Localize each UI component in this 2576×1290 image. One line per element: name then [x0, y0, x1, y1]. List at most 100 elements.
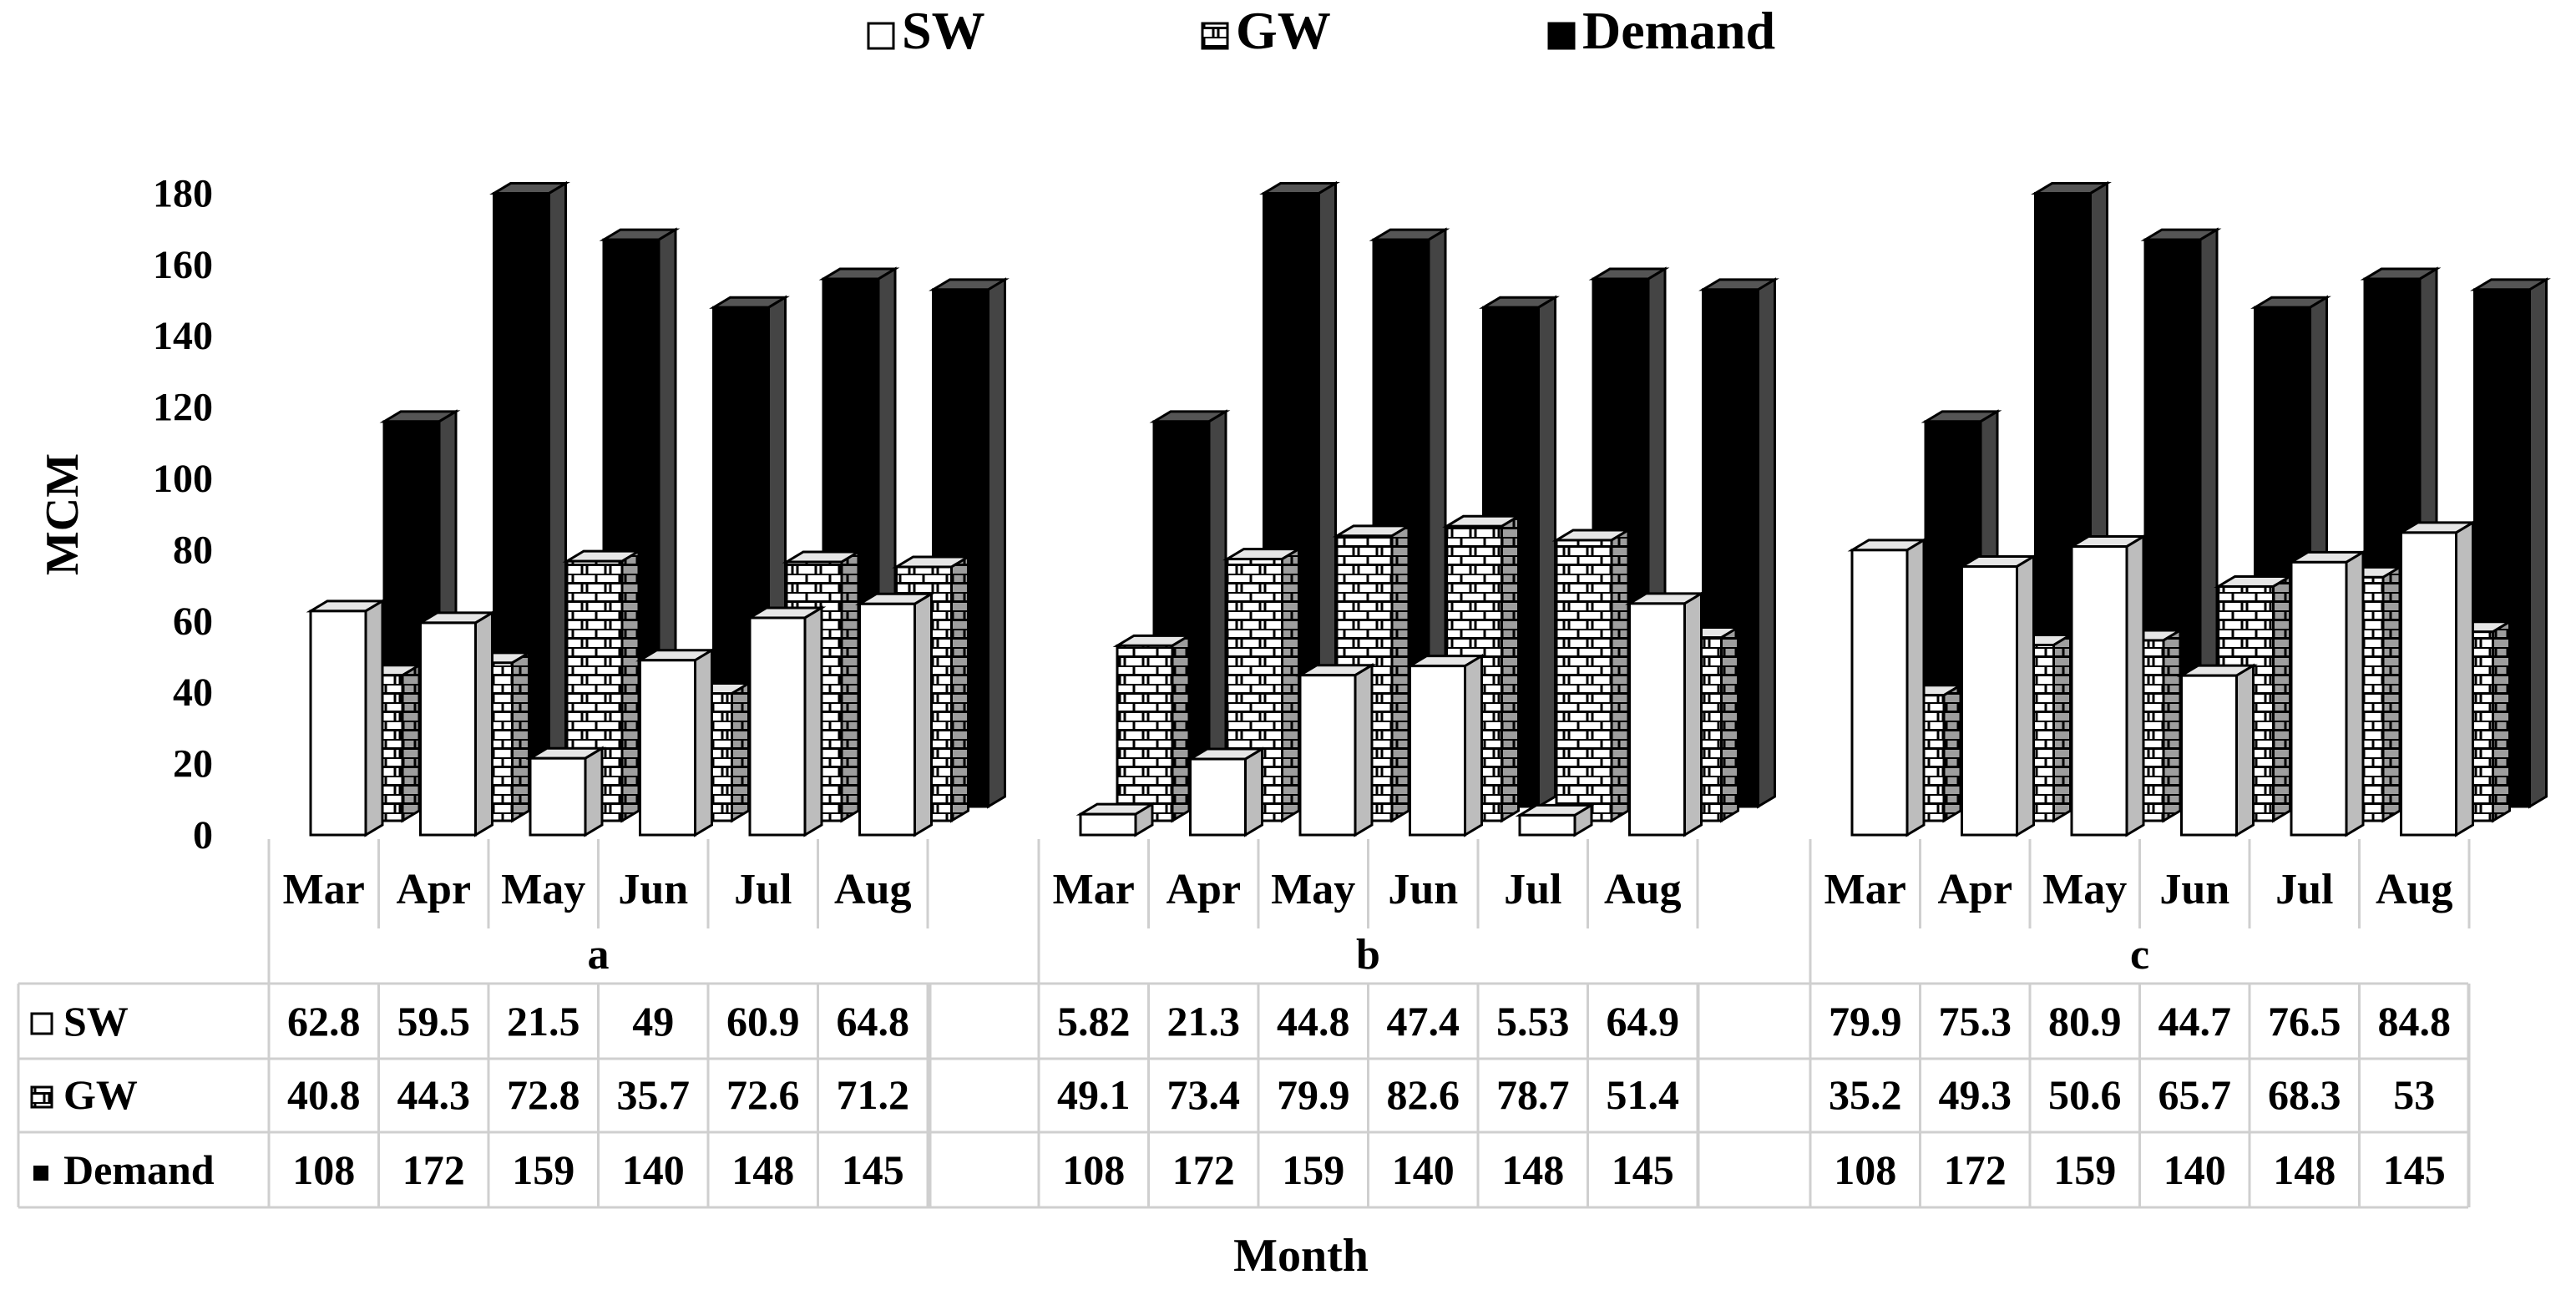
- table-cell-demand: 172: [1172, 1146, 1235, 1193]
- bar-sw-a-may: [525, 746, 607, 837]
- x-tick-label: Mar: [283, 866, 365, 913]
- bar-shape: [745, 605, 827, 837]
- x-tick-label: Jul: [1504, 866, 1561, 913]
- row-header-label: GW: [63, 1071, 138, 1118]
- table-cell-sw: 64.9: [1607, 998, 1680, 1045]
- bar-shape: [1186, 746, 1267, 837]
- table-cell-demand: 140: [1392, 1146, 1455, 1193]
- bar-shape: [1295, 663, 1377, 837]
- bar-shape: [1551, 528, 1633, 823]
- bar-demand-a-apr: [489, 180, 570, 809]
- table-cell-gw: 82.6: [1387, 1071, 1460, 1118]
- legend-gw-icon: [1201, 22, 1229, 50]
- bar-shape: [1075, 802, 1157, 837]
- x-tick-label: Mar: [1053, 866, 1135, 913]
- bar-sw-a-jun: [635, 648, 716, 837]
- bar-shape: [855, 591, 936, 837]
- table-cell-demand: 108: [1062, 1146, 1125, 1193]
- table-cell-demand: 159: [512, 1146, 574, 1193]
- legend-demand-icon: [1547, 22, 1576, 50]
- bar-shape: [2177, 663, 2258, 837]
- bar-sw-b-mar: [1075, 802, 1157, 837]
- x-tick-label: Apr: [1166, 866, 1241, 913]
- legend-item-demand: Demand: [1547, 1, 1775, 60]
- table-cell-gw: 72.8: [507, 1071, 580, 1118]
- x-tick-label: Apr: [396, 866, 471, 913]
- table-cell-sw: 60.9: [726, 998, 800, 1045]
- x-tick-label: May: [501, 866, 585, 913]
- table-cell-demand: 145: [2383, 1146, 2446, 1193]
- bar-gw-b-jul: [1551, 528, 1633, 823]
- y-tick-label: 80: [173, 528, 213, 572]
- bar-shape: [2067, 534, 2148, 837]
- bar-sw-c-mar: [1847, 538, 1929, 837]
- table-cell-sw: 21.3: [1167, 998, 1241, 1045]
- x-tick-label: Jun: [1388, 866, 1458, 913]
- y-tick-label: 180: [153, 171, 213, 215]
- bar-shape: [1957, 554, 2038, 837]
- table-row-header-demand: Demand: [33, 1146, 215, 1193]
- bar-shape: [2396, 520, 2477, 837]
- table-cell-demand: 140: [622, 1146, 685, 1193]
- row-gw-icon: [30, 1085, 53, 1109]
- bar-sw-c-may: [2067, 534, 2148, 837]
- table-cell-demand: 172: [1944, 1146, 2007, 1193]
- y-axis: 0 20 40 60 80 100 120 140 160 180 MCM: [37, 171, 213, 857]
- y-tick-label: 40: [173, 670, 213, 715]
- row-header-label: Demand: [63, 1146, 215, 1193]
- table-cell-gw: 44.3: [397, 1071, 471, 1118]
- x-tick-label: Jun: [618, 866, 688, 913]
- table-cell-demand: 172: [402, 1146, 465, 1193]
- bar-sw-c-jun: [2177, 663, 2258, 837]
- table-cell-gw: 65.7: [2158, 1071, 2232, 1118]
- bar-shape: [2286, 549, 2368, 837]
- bar-shape: [1515, 802, 1597, 837]
- table-cell-demand: 108: [292, 1146, 355, 1193]
- legend-label-gw: GW: [1236, 1, 1331, 60]
- table-cell-sw: 75.3: [1939, 998, 2012, 1045]
- table-cell-demand: 159: [1282, 1146, 1344, 1193]
- bar-sw-a-apr: [416, 610, 497, 837]
- bar-sw-b-jul: [1515, 802, 1597, 837]
- table-cell-sw: 84.8: [2378, 998, 2452, 1045]
- y-tick-label: 100: [153, 457, 213, 501]
- group-label-a: a: [588, 931, 610, 979]
- bar-sw-b-jun: [1405, 653, 1486, 837]
- table-cell-sw: 76.5: [2268, 998, 2341, 1045]
- y-tick-label: 140: [153, 314, 213, 358]
- table-cell-demand: 108: [1834, 1146, 1896, 1193]
- bar-shape: [525, 746, 607, 837]
- x-tick-label: Aug: [1604, 866, 1681, 913]
- legend-sw-icon: [867, 22, 895, 50]
- table-cell-sw: 21.5: [507, 998, 580, 1045]
- table-cell-gw: 51.4: [1607, 1071, 1680, 1118]
- x-tick-label: Jun: [2159, 866, 2229, 913]
- bar-sw-b-apr: [1186, 746, 1267, 837]
- x-tick-label: Jul: [2275, 866, 2333, 913]
- table-cell-sw: 64.8: [837, 998, 910, 1045]
- table-cell-demand: 145: [842, 1146, 904, 1193]
- y-tick-label: 60: [173, 599, 213, 644]
- table-cell-gw: 72.6: [726, 1071, 800, 1118]
- table-cell-sw: 80.9: [2048, 998, 2122, 1045]
- group-label-b: b: [1356, 931, 1380, 979]
- table-cell-demand: 148: [731, 1146, 794, 1193]
- x-tick-label: Mar: [1824, 866, 1906, 913]
- table-cell-demand: 148: [1501, 1146, 1564, 1193]
- bar-shape: [416, 610, 497, 837]
- bar-sw-b-aug: [1625, 591, 1706, 837]
- table-cell-sw: 5.82: [1057, 998, 1131, 1045]
- y-tick-label: 0: [193, 813, 213, 857]
- y-tick-label: 120: [153, 386, 213, 430]
- table-cell-gw: 68.3: [2268, 1071, 2341, 1118]
- bar-sw-b-may: [1295, 663, 1377, 837]
- table-cell-sw: 62.8: [287, 998, 361, 1045]
- table-cell-gw: 35.7: [617, 1071, 691, 1118]
- legend-item-gw: GW: [1201, 1, 1331, 60]
- legend: SW GW Demand: [867, 1, 1775, 60]
- table-cell-gw: 71.2: [837, 1071, 910, 1118]
- data-table: Mar Apr May Jun Jul Aug a 62.8 59.5 21.5 49 60.9 64.…: [17, 839, 2471, 1282]
- table-cell-gw: 78.7: [1496, 1071, 1570, 1118]
- legend-label-sw: SW: [902, 1, 985, 60]
